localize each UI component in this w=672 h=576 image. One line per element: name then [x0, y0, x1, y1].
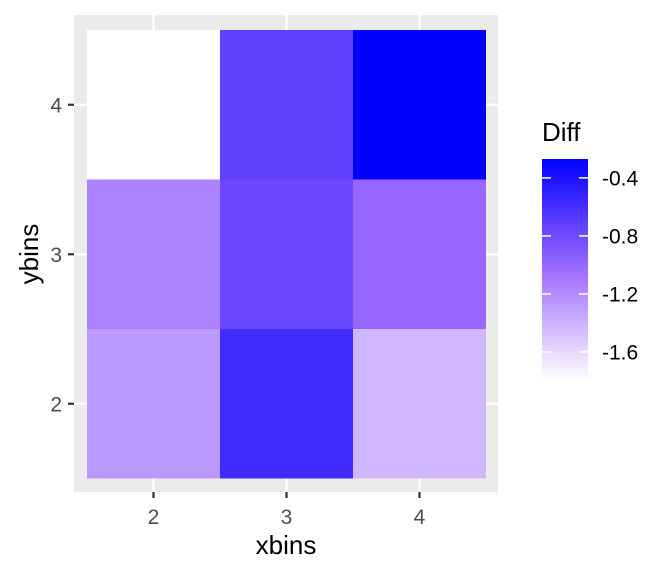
x-axis-title: xbins: [256, 530, 317, 560]
x-axis: 2 3 4: [148, 492, 426, 529]
heatmap-cell-x3-y2: [220, 329, 353, 479]
y-axis-title: ybins: [14, 224, 44, 285]
legend-tick-label-3: -1.6: [602, 341, 638, 364]
legend-ticks: -0.4 -0.8 -1.2 -1.6: [542, 167, 639, 364]
heatmap-cell-x4-y4: [353, 30, 486, 180]
heatmap-cell-x2-y3: [87, 179, 220, 329]
y-tick-label-3: 3: [50, 244, 62, 267]
legend: Diff -0.4 -0.8 -1.2 -1.6: [542, 117, 639, 381]
heatmap-cells: [87, 30, 486, 479]
y-tick-label-4: 4: [50, 94, 62, 117]
legend-tick-label-2: -1.2: [602, 283, 638, 306]
legend-tick-label-1: -0.8: [602, 225, 638, 248]
legend-tick-label-0: -0.4: [602, 167, 639, 190]
heatmap-cell-x3-y4: [220, 30, 353, 180]
x-tick-label-4: 4: [414, 506, 426, 529]
heatmap-cell-x4-y3: [353, 179, 486, 329]
legend-title: Diff: [542, 117, 581, 147]
x-tick-label-3: 3: [281, 506, 293, 529]
y-axis: 2 3 4: [50, 94, 74, 416]
legend-colorbar: [542, 159, 588, 381]
heatmap-cell-x2-y2: [87, 329, 220, 479]
y-tick-label-2: 2: [50, 393, 62, 416]
heatmap-cell-x2-y4: [87, 30, 220, 180]
x-tick-label-2: 2: [148, 506, 160, 529]
heatmap-cell-x3-y3: [220, 179, 353, 329]
heatmap-cell-x4-y2: [353, 329, 486, 479]
